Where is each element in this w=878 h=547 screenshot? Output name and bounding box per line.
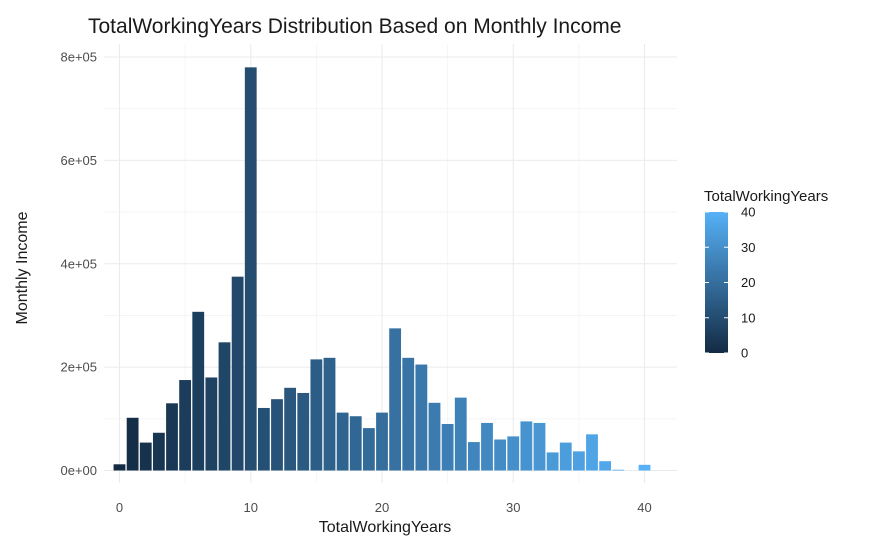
x-tick-label: 40 — [637, 500, 651, 515]
bar-16 — [323, 357, 336, 471]
bar-9 — [231, 276, 244, 471]
bar-4 — [166, 403, 178, 471]
y-axis-title: Monthly Income — [14, 211, 31, 324]
y-axis-ticks: 0e+00 2e+05 4e+05 6e+05 8e+05 — [60, 50, 97, 479]
bar-38 — [612, 469, 625, 471]
bar-19 — [362, 428, 375, 471]
bar-3 — [152, 432, 165, 471]
chart-title: TotalWorkingYears Distribution Based on … — [88, 15, 621, 38]
bar-2 — [139, 442, 152, 471]
legend-label: 30 — [741, 240, 755, 255]
y-tick-label: 0e+00 — [60, 463, 97, 478]
bar-14 — [297, 392, 310, 471]
bar-5 — [179, 380, 192, 471]
y-tick-label: 8e+05 — [60, 50, 97, 65]
x-axis-title: TotalWorkingYears — [319, 519, 452, 536]
x-axis-ticks: 0 10 20 30 40 — [116, 500, 652, 515]
legend-colorbar — [705, 212, 728, 353]
bar-25 — [441, 423, 454, 471]
bar-34 — [559, 442, 572, 471]
bars — [113, 67, 651, 471]
x-tick-label: 0 — [116, 500, 123, 515]
bar-26 — [454, 397, 467, 471]
bar-33 — [546, 452, 559, 471]
bar-18 — [349, 416, 362, 471]
legend-label: 0 — [741, 346, 748, 361]
bar-17 — [336, 412, 349, 471]
bar-23 — [415, 364, 428, 471]
bar-40 — [638, 464, 651, 471]
x-tick-label: 10 — [244, 500, 258, 515]
y-tick-label: 6e+05 — [60, 153, 97, 168]
bar-6 — [192, 311, 205, 471]
bar-29 — [494, 439, 507, 471]
bar-21 — [389, 328, 402, 471]
bar-1 — [126, 417, 139, 471]
bar-27 — [467, 442, 480, 471]
legend-label: 40 — [741, 205, 755, 220]
x-tick-label: 20 — [375, 500, 389, 515]
bar-10 — [244, 67, 257, 471]
legend-title: TotalWorkingYears — [704, 188, 828, 205]
bar-24 — [428, 402, 441, 471]
bar-11 — [257, 407, 270, 471]
bar-15 — [310, 359, 323, 471]
bar-13 — [284, 387, 297, 471]
bar-8 — [218, 342, 231, 471]
bar-7 — [205, 377, 218, 471]
bar-0 — [113, 464, 126, 471]
bar-31 — [520, 421, 533, 471]
bar-30 — [507, 436, 520, 471]
legend-label: 20 — [741, 275, 755, 290]
legend-label: 10 — [741, 310, 755, 325]
y-tick-label: 4e+05 — [60, 256, 97, 271]
bar-12 — [271, 399, 283, 471]
bar-32 — [533, 422, 546, 471]
bar-35 — [572, 451, 585, 471]
bar-36 — [586, 434, 598, 471]
color-legend: TotalWorkingYears 0 10 20 30 40 — [704, 188, 828, 361]
x-tick-label: 30 — [506, 500, 520, 515]
bar-22 — [402, 357, 415, 471]
y-tick-label: 2e+05 — [60, 360, 97, 375]
bar-37 — [599, 461, 612, 471]
bar-20 — [376, 412, 388, 471]
bar-28 — [481, 422, 493, 471]
